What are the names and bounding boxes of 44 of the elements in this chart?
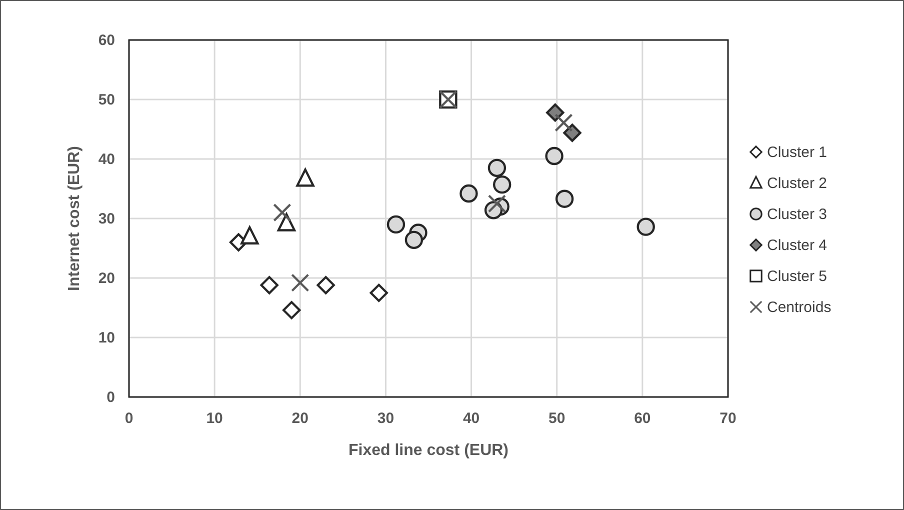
point <box>555 190 574 208</box>
legend-label: Cluster 4 <box>767 237 828 254</box>
point <box>386 215 406 234</box>
point <box>636 218 655 236</box>
point <box>282 301 301 320</box>
point <box>546 103 564 122</box>
point <box>273 203 292 222</box>
point <box>277 213 296 232</box>
y-axis-title: Internet cost (EUR) <box>66 146 83 291</box>
x-axis-title: Fixed line cost (EUR) <box>348 442 509 459</box>
point <box>554 114 573 132</box>
x-tick-label: 40 <box>462 410 480 427</box>
legend-label: Centroids <box>767 299 832 316</box>
y-tick-label: 40 <box>98 151 115 168</box>
point <box>488 158 506 178</box>
legend-label: Cluster 2 <box>767 175 828 192</box>
x-tick-label: 50 <box>548 410 566 427</box>
point <box>492 175 512 194</box>
point <box>488 194 506 213</box>
point <box>460 184 478 203</box>
point <box>296 168 314 187</box>
y-tick-label: 60 <box>98 32 115 49</box>
y-tick-label: 10 <box>98 330 115 346</box>
y-tick-label: 30 <box>98 210 115 228</box>
point <box>291 274 310 292</box>
point <box>563 124 582 142</box>
y-tick-label: 0 <box>106 389 115 406</box>
x-tick-label: 30 <box>377 410 394 427</box>
y-tick-label: 50 <box>98 92 115 108</box>
point <box>240 226 259 244</box>
legend-label: Cluster 5 <box>767 268 828 285</box>
x-tick-label: 70 <box>720 410 736 427</box>
legend-label: Cluster 3 <box>767 206 828 223</box>
point <box>370 284 388 302</box>
x-tick-label: 10 <box>206 410 223 427</box>
y-tick-label: 20 <box>98 270 115 287</box>
x-tick-label: 20 <box>292 410 308 427</box>
point <box>404 230 424 250</box>
legend-label: Cluster 1 <box>767 144 828 161</box>
x-tick-label: 60 <box>634 410 651 427</box>
point <box>260 276 278 294</box>
x-tick-label: 0 <box>124 410 134 427</box>
point <box>316 276 335 294</box>
point <box>545 146 564 166</box>
